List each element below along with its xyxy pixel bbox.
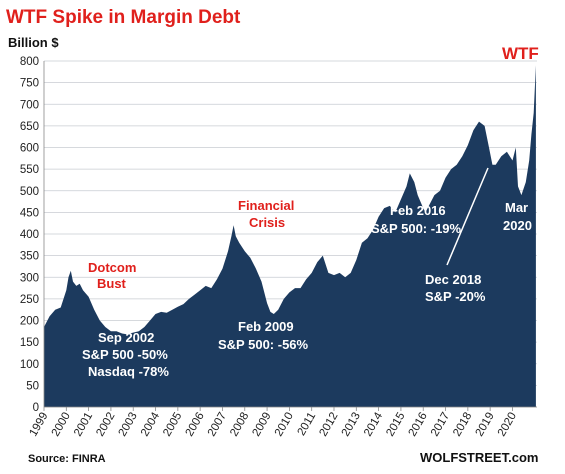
x-axis-ticks: 1999 2000 2001 2002 2003 2004 2005 2006 2007 2008… xyxy=(27,407,519,439)
x-tick-label: 2019 xyxy=(474,410,497,438)
x-tick-label: 2017 xyxy=(429,411,452,439)
y-tick-label: 150 xyxy=(20,337,39,349)
x-tick-label: 2008 xyxy=(228,411,251,439)
annotation-dec-2018-line2: S&P -20% xyxy=(425,289,486,304)
annotation-sep-2002-line2: S&P 500 -50% xyxy=(82,347,168,362)
x-tick-label: 2014 xyxy=(362,410,385,439)
annotation-sep-2002-line1: Sep 2002 xyxy=(98,330,154,345)
annotation-dotcom-line2: Bust xyxy=(97,276,127,291)
annotation-financial-crisis-line1: Financial xyxy=(238,198,294,213)
y-tick-label: 450 xyxy=(20,207,39,219)
x-tick-label: 2003 xyxy=(117,411,140,439)
y-tick-label: 0 xyxy=(33,402,39,414)
annotation-feb-2016-line1: Feb 2016 xyxy=(390,203,446,218)
x-tick-label: 2016 xyxy=(407,411,430,439)
y-tick-label: 750 xyxy=(20,78,39,90)
y-tick-label: 500 xyxy=(20,186,39,198)
annotation-dec-2018-pointer xyxy=(446,167,489,266)
chart-title: WTF Spike in Margin Debt xyxy=(6,7,241,28)
annotation-sep-2002-line3: Nasdaq -78% xyxy=(88,364,169,379)
annotation-mar-2020-line1: Mar xyxy=(505,200,528,215)
x-tick-label: 2012 xyxy=(317,411,340,439)
x-tick-label: 2004 xyxy=(139,410,162,439)
y-tick-label: 600 xyxy=(20,143,39,155)
x-tick-label: 2006 xyxy=(184,411,207,439)
x-tick-label: 2000 xyxy=(50,411,73,439)
annotation-sep-2002: Sep 2002 S&P 500 -50% Nasdaq -78% xyxy=(82,330,169,379)
annotation-dec-2018-line1: Dec 2018 xyxy=(425,272,481,287)
y-tick-label: 700 xyxy=(20,99,39,111)
annotation-feb-2016: Feb 2016 S&P 500: -19% xyxy=(371,203,462,236)
axes xyxy=(43,61,537,408)
source-label: Source: FINRA xyxy=(28,453,106,465)
annotation-financial-crisis-line2: Crisis xyxy=(249,215,285,230)
annotation-financial-crisis: Financial Crisis xyxy=(238,198,294,230)
x-tick-label: 2013 xyxy=(340,411,363,439)
x-tick-label: 2005 xyxy=(161,411,184,439)
annotation-wtf: WTF xyxy=(502,44,539,63)
y-tick-label: 200 xyxy=(20,316,39,328)
x-tick-label: 2011 xyxy=(296,411,319,438)
x-tick-label: 2001 xyxy=(72,411,95,439)
y-tick-label: 800 xyxy=(20,56,39,68)
x-tick-label: 2018 xyxy=(451,411,474,439)
annotation-mar-2020: Mar 2020 xyxy=(503,200,532,233)
y-tick-label: 550 xyxy=(20,164,39,176)
x-tick-label: 2002 xyxy=(94,411,117,439)
annotation-mar-2020-line2: 2020 xyxy=(503,218,532,233)
x-tick-label: 2015 xyxy=(384,411,407,439)
annotation-dotcom-line1: Dotcom xyxy=(88,260,136,275)
y-axis-ticks: 0 50 100 150 200 250 300 350 400 450 500 550 600 650 7… xyxy=(20,56,39,414)
margin-debt-area xyxy=(44,65,536,408)
x-tick-label: 1999 xyxy=(27,411,50,439)
annotation-feb-2009-line1: Feb 2009 xyxy=(238,319,294,334)
x-tick-label: 2010 xyxy=(273,411,296,439)
annotation-dec-2018: Dec 2018 S&P -20% xyxy=(425,167,489,304)
annotation-feb-2016-line2: S&P 500: -19% xyxy=(371,221,462,236)
y-tick-label: 350 xyxy=(20,251,39,263)
annotation-feb-2009: Feb 2009 S&P 500: -56% xyxy=(218,319,309,352)
y-tick-label: 250 xyxy=(20,294,39,306)
y-axis-unit-label: Billion $ xyxy=(8,35,59,50)
brand-label: WOLFSTREET.com xyxy=(420,450,538,465)
x-tick-label: 2007 xyxy=(206,411,229,439)
x-tick-label: 2009 xyxy=(250,411,273,439)
y-tick-label: 400 xyxy=(20,229,39,241)
annotation-dotcom: Dotcom Bust xyxy=(88,260,136,291)
y-tick-label: 50 xyxy=(26,380,39,392)
y-tick-label: 100 xyxy=(20,359,39,371)
y-tick-label: 300 xyxy=(20,272,39,284)
annotation-feb-2009-line2: S&P 500: -56% xyxy=(218,337,309,352)
y-tick-label: 650 xyxy=(20,121,39,133)
x-tick-label: 2020 xyxy=(496,411,519,439)
